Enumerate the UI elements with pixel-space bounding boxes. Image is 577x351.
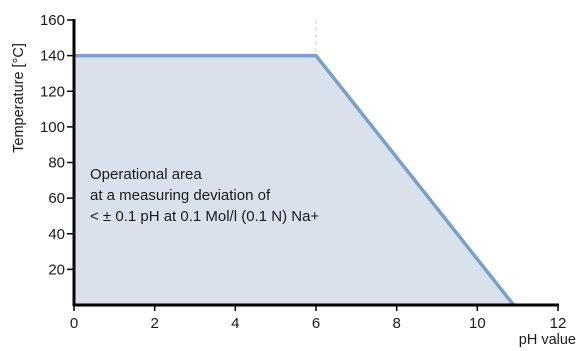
y-tick-label: 100 (40, 119, 65, 136)
y-axis-ticks: 20 40 60 80 100 120 140 160 (40, 12, 74, 278)
plot-area (74, 20, 516, 307)
y-tick-label: 20 (48, 261, 65, 278)
x-tick-label: 8 (392, 315, 400, 332)
y-tick-label: 60 (48, 190, 65, 207)
y-tick-label: 40 (48, 226, 65, 243)
series-line (74, 53, 516, 307)
y-tick-label: 140 (40, 48, 65, 65)
operational-area-fill (74, 55, 514, 305)
x-tick-label: 12 (550, 315, 567, 332)
annotation-line-2: at a measuring deviation of (90, 187, 271, 204)
annotation: Operational area at a measuring deviatio… (90, 166, 319, 225)
x-tick-label: 10 (469, 315, 486, 332)
x-axis-title: pH value (519, 332, 576, 348)
x-tick-label: 4 (231, 315, 239, 332)
y-axis-title: Temperature [°C] (11, 43, 27, 153)
annotation-line-1: Operational area (90, 166, 202, 183)
x-axis-ticks: 0 2 4 6 8 10 12 (70, 305, 567, 332)
x-tick-label: 2 (150, 315, 158, 332)
y-tick-label: 80 (48, 155, 65, 172)
y-tick-label: 120 (40, 83, 65, 100)
x-tick-label: 6 (312, 315, 320, 332)
y-tick-label: 160 (40, 12, 65, 29)
annotation-line-3: < ± 0.1 pH at 0.1 Mol/l (0.1 N) Na+ (90, 208, 319, 225)
x-tick-label: 0 (70, 315, 78, 332)
